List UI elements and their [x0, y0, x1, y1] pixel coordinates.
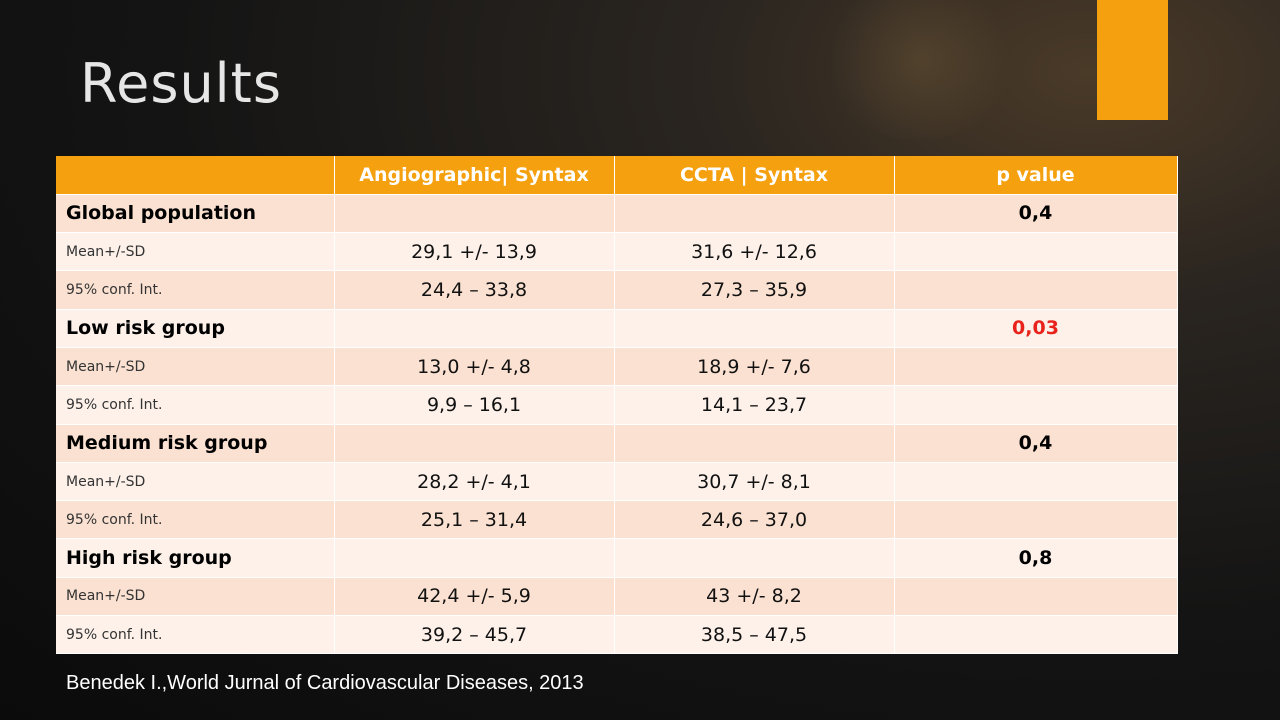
- ccta-syntax-cell: [614, 309, 895, 348]
- ccta-syntax-cell: 27,3 – 35,9: [614, 270, 895, 310]
- table-row: High risk group 0,8: [56, 538, 1178, 578]
- ccta-syntax-cell: 38,5 – 47,5: [614, 615, 895, 655]
- angiographic-syntax-cell: 9,9 – 16,1: [334, 385, 615, 425]
- p-value-cell: 0,8: [894, 538, 1178, 578]
- table-row: Mean+/-SD 13,0 +/- 4,8 18,9 +/- 7,6: [56, 347, 1178, 387]
- table-row: Medium risk group 0,4: [56, 424, 1178, 463]
- angiographic-syntax-cell: [334, 309, 615, 348]
- ccta-syntax-cell: 24,6 – 37,0: [614, 500, 895, 540]
- ccta-syntax-cell: 31,6 +/- 12,6: [614, 232, 895, 272]
- angiographic-syntax-cell: 39,2 – 45,7: [334, 615, 615, 655]
- row-label: 95% conf. Int.: [56, 270, 335, 310]
- ccta-syntax-cell: [614, 424, 895, 463]
- p-value-cell: [894, 615, 1178, 655]
- row-label: Global population: [56, 194, 335, 234]
- row-label: Mean+/-SD: [56, 577, 335, 617]
- table-body: Global population 0,4 Mean+/-SD 29,1 +/- 13…: [56, 194, 1178, 655]
- citation: Benedek I.,World Jurnal of Cardiovascula…: [66, 672, 584, 694]
- ccta-syntax-cell: 18,9 +/- 7,6: [614, 347, 895, 387]
- angiographic-syntax-cell: [334, 194, 615, 234]
- p-value-cell: [894, 385, 1178, 425]
- row-label: High risk group: [56, 538, 335, 578]
- results-table: Angiographic| Syntax CCTA | Syntax p val…: [56, 156, 1178, 655]
- accent-bar: [1097, 0, 1168, 120]
- row-label: Mean+/-SD: [56, 347, 335, 387]
- angiographic-syntax-cell: [334, 538, 615, 578]
- table-row: Global population 0,4: [56, 194, 1178, 234]
- p-value-cell: 0,03: [894, 309, 1178, 348]
- angiographic-syntax-cell: 42,4 +/- 5,9: [334, 577, 615, 617]
- row-label: Mean+/-SD: [56, 232, 335, 272]
- p-value-cell: 0,4: [894, 424, 1178, 463]
- p-value-cell: [894, 462, 1178, 502]
- row-label: 95% conf. Int.: [56, 615, 335, 655]
- p-value-cell: [894, 577, 1178, 617]
- column-header: p value: [894, 156, 1178, 195]
- table-header-row: Angiographic| Syntax CCTA | Syntax p val…: [56, 156, 1178, 195]
- ccta-syntax-cell: 30,7 +/- 8,1: [614, 462, 895, 502]
- row-label: Medium risk group: [56, 424, 335, 463]
- ccta-syntax-cell: 43 +/- 8,2: [614, 577, 895, 617]
- table-row: Mean+/-SD 42,4 +/- 5,9 43 +/- 8,2: [56, 577, 1178, 617]
- table-row: Mean+/-SD 29,1 +/- 13,9 31,6 +/- 12,6: [56, 232, 1178, 272]
- angiographic-syntax-cell: [334, 424, 615, 463]
- column-header: CCTA | Syntax: [614, 156, 895, 195]
- angiographic-syntax-cell: 25,1 – 31,4: [334, 500, 615, 540]
- angiographic-syntax-cell: 24,4 – 33,8: [334, 270, 615, 310]
- table-row: 95% conf. Int. 9,9 – 16,1 14,1 – 23,7: [56, 385, 1178, 425]
- ccta-syntax-cell: 14,1 – 23,7: [614, 385, 895, 425]
- p-value-cell: [894, 232, 1178, 272]
- angiographic-syntax-cell: 29,1 +/- 13,9: [334, 232, 615, 272]
- ccta-syntax-cell: [614, 194, 895, 234]
- p-value-cell: 0,4: [894, 194, 1178, 234]
- p-value-cell: [894, 347, 1178, 387]
- table-row: 95% conf. Int. 39,2 – 45,7 38,5 – 47,5: [56, 615, 1178, 655]
- table-row: 95% conf. Int. 24,4 – 33,8 27,3 – 35,9: [56, 270, 1178, 310]
- row-label: Mean+/-SD: [56, 462, 335, 502]
- table-row: Low risk group 0,03: [56, 309, 1178, 348]
- row-label: 95% conf. Int.: [56, 500, 335, 540]
- table-row: Mean+/-SD 28,2 +/- 4,1 30,7 +/- 8,1: [56, 462, 1178, 502]
- p-value-cell: [894, 500, 1178, 540]
- page-title: Results: [80, 52, 282, 115]
- angiographic-syntax-cell: 28,2 +/- 4,1: [334, 462, 615, 502]
- p-value-cell: [894, 270, 1178, 310]
- row-label: 95% conf. Int.: [56, 385, 335, 425]
- background-glow: [820, 0, 1020, 140]
- angiographic-syntax-cell: 13,0 +/- 4,8: [334, 347, 615, 387]
- column-header: Angiographic| Syntax: [334, 156, 615, 195]
- table-row: 95% conf. Int. 25,1 – 31,4 24,6 – 37,0: [56, 500, 1178, 540]
- row-label: Low risk group: [56, 309, 335, 348]
- ccta-syntax-cell: [614, 538, 895, 578]
- column-header: [56, 156, 335, 195]
